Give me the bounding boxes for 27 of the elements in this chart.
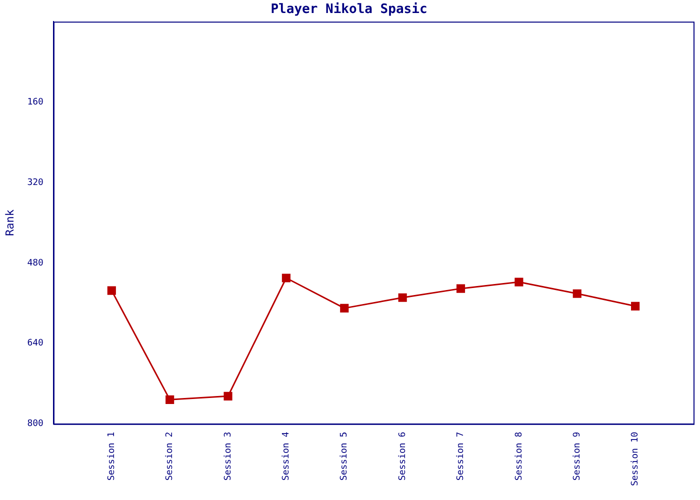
- y-tick-label: 160: [27, 97, 44, 108]
- point: [572, 289, 582, 298]
- point: [166, 395, 174, 404]
- point: [514, 278, 524, 286]
- point: [224, 392, 232, 400]
- x-tick-label: Session 8: [514, 432, 524, 481]
- y-tick-label: 320: [27, 178, 44, 188]
- x-tick-label: Session 3: [223, 432, 234, 481]
- x-tick-label: Session 7: [456, 432, 466, 481]
- x-tick-label: Session 5: [340, 432, 350, 481]
- x-tick-label: Session 2: [165, 432, 176, 481]
- point: [398, 293, 407, 302]
- chart-title: Player Nikola Spasic: [270, 2, 428, 18]
- point: [456, 284, 466, 293]
- x-tick-label: Session 6: [398, 432, 408, 481]
- x-tick-label: Session 4: [282, 432, 292, 481]
- y-tick-label: 640: [27, 338, 44, 349]
- x-tick-label: Session 1: [106, 432, 117, 481]
- point: [107, 286, 116, 295]
- x-tick-label: Session 9: [572, 432, 582, 481]
- point: [282, 274, 290, 282]
- point: [631, 302, 640, 310]
- point: [340, 304, 349, 312]
- y-tick-label: 800: [27, 419, 44, 430]
- y-axis-title: Rank: [3, 209, 16, 236]
- y-tick-label: 480: [27, 258, 44, 268]
- x-tick-label: Session 10: [630, 432, 641, 486]
